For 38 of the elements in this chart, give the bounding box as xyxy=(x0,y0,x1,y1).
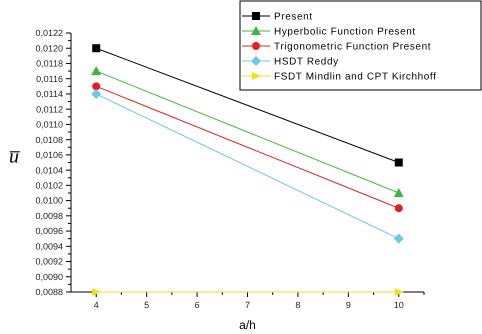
x-axis-title: a/h xyxy=(239,318,256,332)
legend-label: FSDT Mindlin and CPT Kirchhoff xyxy=(274,72,437,82)
y-axis-title: u̅ xyxy=(8,146,21,168)
y-tick-label: 0,0108 xyxy=(35,134,63,145)
legend-label: Trigonometric Function Present xyxy=(274,42,432,52)
y-tick-label: 0,0110 xyxy=(36,120,63,130)
y-tick-label: 0,0088 xyxy=(35,287,63,298)
y-tick-label: 0,0112 xyxy=(36,104,63,114)
y-tick-label: 0,0106 xyxy=(35,150,63,160)
y-tick-label: 0,0096 xyxy=(35,226,63,236)
x-tick-label: 5 xyxy=(144,300,150,310)
y-tick-label: 0,0098 xyxy=(35,210,63,221)
y-tick-label: 0,0116 xyxy=(36,74,63,84)
point xyxy=(394,204,403,212)
y-tick-label: 0,0122 xyxy=(35,28,63,38)
legend-label: HSDT Reddy xyxy=(274,56,339,68)
y-tick-label: 0,0102 xyxy=(35,180,63,191)
y-tick-label: 0,0104 xyxy=(35,165,63,176)
point xyxy=(394,158,403,166)
y-tick-label: 0,0092 xyxy=(35,256,63,267)
y-tick-label: 0,0114 xyxy=(36,89,63,100)
x-tick-label: 8 xyxy=(295,300,300,310)
x-tick-label: 7 xyxy=(244,300,250,310)
y-tick-label: 0,0094 xyxy=(35,241,63,252)
y-tick-label: 0,0090 xyxy=(35,272,63,282)
x-tick-label: 10 xyxy=(394,300,404,310)
x-tick-label: 4 xyxy=(94,300,99,310)
y-tick-label: 0,0118 xyxy=(36,58,63,69)
y-tick-label: 0,0120 xyxy=(35,43,63,54)
point xyxy=(91,88,102,99)
point xyxy=(92,82,100,90)
y-tick-label: 0,0100 xyxy=(35,196,63,206)
x-tick-label: 6 xyxy=(194,300,200,310)
point xyxy=(92,44,100,52)
legend-label: Present xyxy=(274,12,313,22)
point xyxy=(394,234,404,244)
legend-label: Hyperbolic Function Present xyxy=(274,26,416,38)
x-tick-label: 9 xyxy=(346,300,351,310)
